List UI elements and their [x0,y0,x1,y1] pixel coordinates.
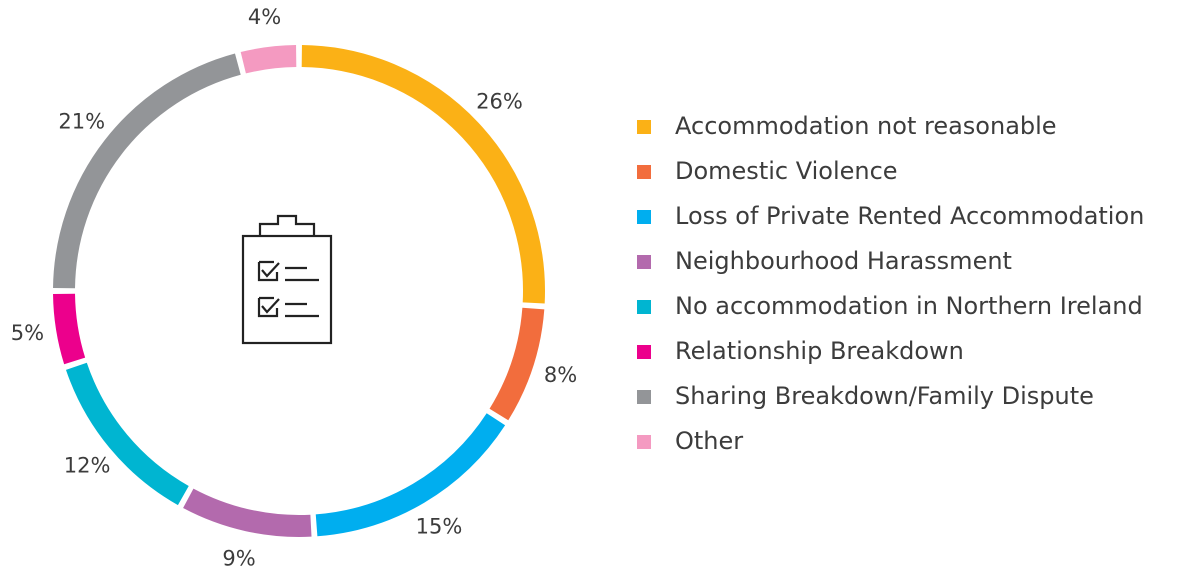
value-label: 5% [11,321,44,345]
legend-swatch [637,165,651,179]
legend-label: Other [675,427,743,455]
legend-label: Sharing Breakdown/Family Dispute [675,382,1094,410]
legend-swatch [637,390,651,404]
legend-swatch [637,210,651,224]
donut-segment [53,53,241,289]
value-label: 4% [248,5,281,29]
legend-swatch [637,300,651,314]
legend-swatch [637,255,651,269]
legend-label: Relationship Breakdown [675,337,964,365]
donut-segment [301,45,545,304]
donut-segment [489,307,545,421]
value-label: 26% [476,90,523,114]
value-label: 15% [416,515,463,539]
legend-swatch [637,345,651,359]
value-label: 9% [222,546,255,570]
value-label: 8% [544,363,577,387]
value-label: 21% [58,109,105,133]
legend-label: Accommodation not reasonable [675,112,1057,140]
legend-label: Domestic Violence [675,157,898,185]
legend-label: No accommodation in Northern Ireland [675,292,1143,320]
value-label: 12% [64,453,111,477]
donut-segment [53,293,86,365]
legend-label: Loss of Private Rented Accommodation [675,202,1144,230]
donut-segment [315,413,506,537]
donut-segment [183,488,312,537]
donut-segment [240,45,297,74]
donut-segment [65,362,189,506]
legend-swatch [637,120,651,134]
clipboard-icon [241,214,333,345]
legend-label: Neighbourhood Harassment [675,247,1012,275]
legend-swatch [637,435,651,449]
